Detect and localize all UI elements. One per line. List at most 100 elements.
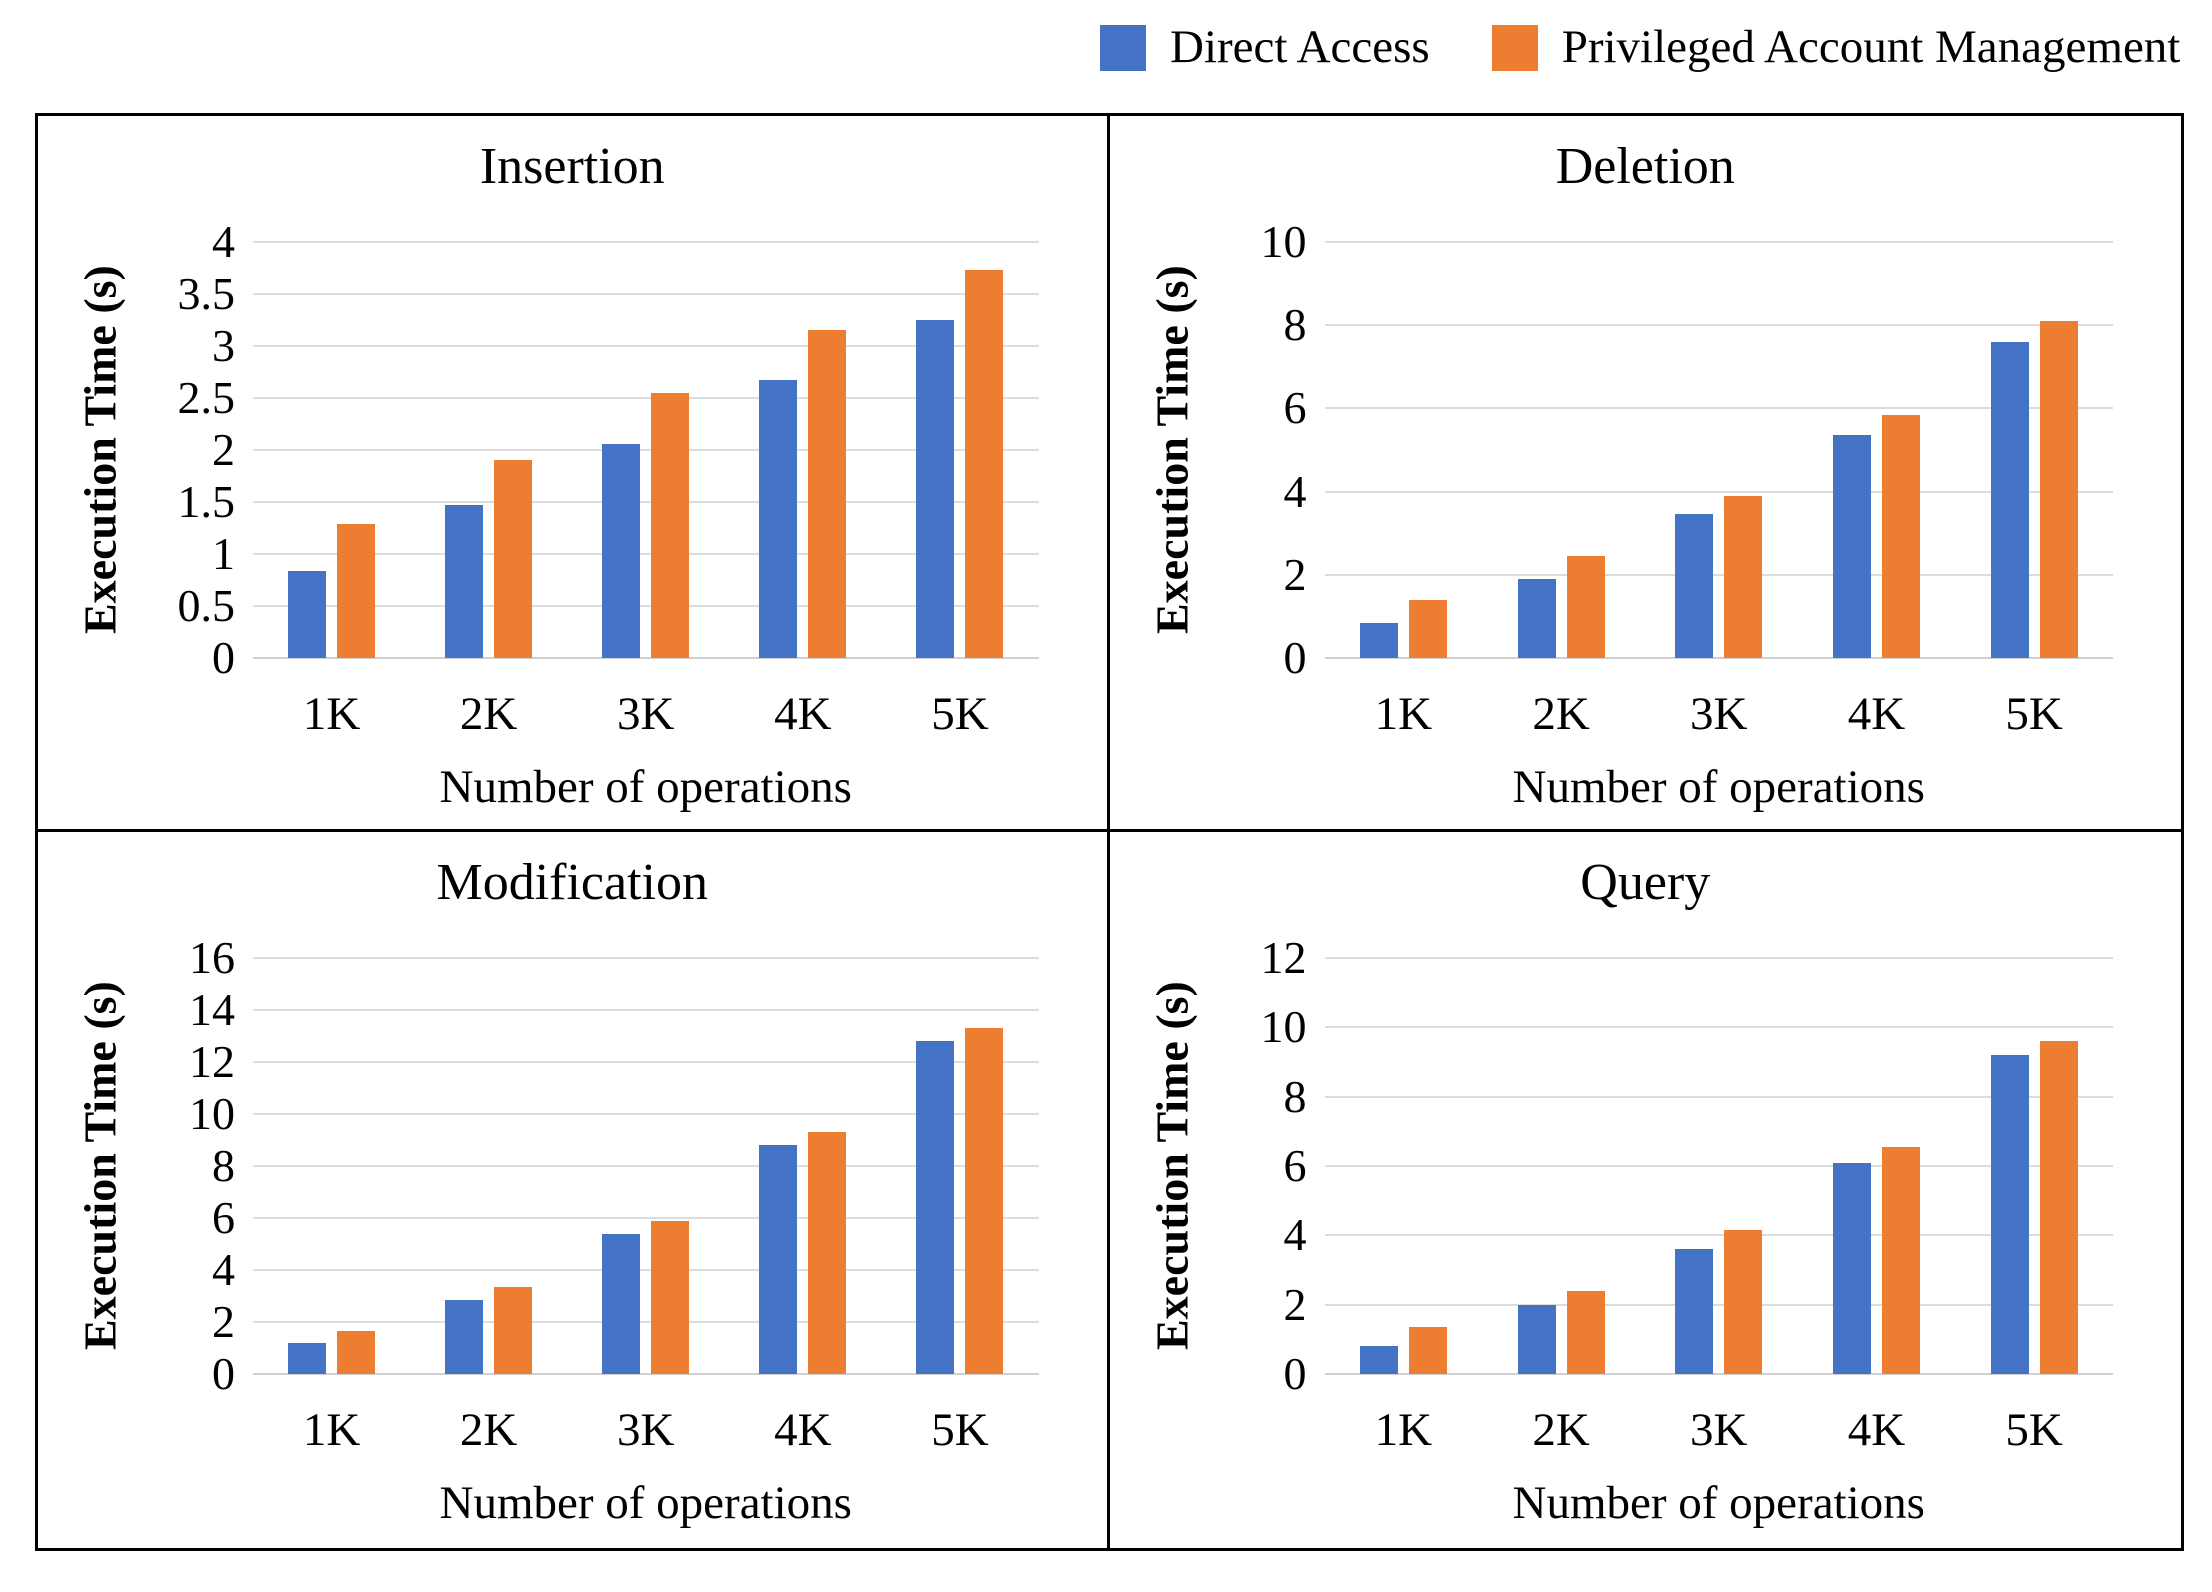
chart-cell-modification: Modification Execution Time (s) 16 14 12 10 8 6…	[38, 832, 1110, 1548]
gridline	[253, 1113, 1039, 1115]
bar-direct-access-4k	[1832, 1162, 1871, 1374]
gridline	[253, 657, 1039, 659]
bar-group-2k	[1482, 242, 1640, 658]
gridline	[253, 1269, 1039, 1271]
y-tick-label: 2	[1283, 548, 1307, 600]
plot-area	[253, 957, 1039, 1375]
bar-direct-access-5k	[916, 1041, 955, 1374]
bar-group-4k	[724, 958, 881, 1374]
gridline	[1324, 1026, 2113, 1029]
gridline	[1324, 957, 2113, 959]
y-tick-label: 4	[212, 216, 235, 267]
y-tick-label: 6	[1283, 382, 1307, 434]
gridline	[1324, 490, 2113, 493]
bar-privileged-account-management-4k	[808, 1132, 847, 1374]
bar-group-5k	[881, 242, 1038, 658]
y-tick-label: 6	[212, 1192, 235, 1243]
bar-privileged-account-management-5k	[2039, 321, 2078, 658]
x-tick-label-2k: 2K	[459, 688, 518, 740]
gridline	[1324, 1165, 2113, 1167]
y-tick-label: 8	[1283, 299, 1307, 351]
x-tick-label-3k: 3K	[1690, 688, 1748, 740]
y-tick-label: 10	[189, 1088, 235, 1139]
bar-direct-access-2k	[445, 505, 484, 658]
y-tick-label: 10	[1260, 1001, 1307, 1053]
gridline	[1324, 407, 2113, 410]
y-tick-label: 16	[189, 932, 235, 983]
y-tick-label: 8	[1283, 1070, 1307, 1122]
bar-privileged-account-management-3k	[1724, 495, 1763, 658]
legend-label-direct-access: Direct Access	[1170, 21, 1430, 73]
y-tick-label: 0	[1283, 632, 1307, 683]
x-tick-label-1k: 1K	[1374, 688, 1433, 740]
y-tick-label: 3.5	[177, 268, 236, 319]
chart-title-modification: Modification	[436, 854, 708, 911]
bar-direct-access-3k	[602, 443, 641, 658]
y-tick-label: 1.5	[177, 476, 236, 527]
plot-area	[1324, 241, 2113, 659]
gridline	[253, 449, 1039, 451]
bar-direct-access-2k	[1517, 1304, 1556, 1374]
bar-direct-access-5k	[916, 320, 955, 658]
bar-group-4k	[1798, 242, 1956, 658]
bar-privileged-account-management-3k	[651, 1220, 690, 1374]
gridline	[253, 957, 1039, 959]
y-axis-label: Execution Time (s)	[1146, 981, 1197, 1351]
bar-privileged-account-management-3k	[651, 392, 690, 658]
gridline	[1324, 1373, 2113, 1375]
bar-group-3k	[1640, 242, 1798, 658]
bar-group-4k	[724, 242, 881, 658]
y-tick-label: 6	[1283, 1140, 1307, 1191]
bar-group-3k	[567, 958, 724, 1374]
gridline	[253, 397, 1039, 399]
x-tick-label-1k: 1K	[302, 688, 361, 740]
gridline	[1324, 1095, 2113, 1098]
bar-direct-access-3k	[1675, 514, 1714, 658]
x-tick-label-3k: 3K	[617, 688, 675, 740]
y-tick-label: 2	[212, 1296, 235, 1347]
bar-group-3k	[567, 242, 724, 658]
y-tick-label: 4	[1283, 1209, 1307, 1261]
chart-cell-insertion: Insertion Execution Time (s) 4 3.5 3 2.5 2 1.5 1…	[38, 116, 1110, 832]
y-tick-label: 10	[1260, 216, 1307, 267]
gridline	[1324, 1303, 2113, 1306]
y-tick-label: 2.5	[177, 372, 236, 423]
bar-group-3k	[1640, 958, 1798, 1374]
gridline	[253, 1321, 1039, 1323]
x-tick-label-4k: 4K	[774, 688, 832, 740]
legend-item-privileged-account-management: Privileged Account Management	[1491, 24, 2180, 71]
bar-direct-access-3k	[602, 1233, 641, 1374]
gridline	[253, 605, 1039, 607]
charts-grid: Insertion Execution Time (s) 4 3.5 3 2.5 2 1.5 1…	[35, 113, 2184, 1551]
chart-title-query: Query	[1580, 854, 1711, 911]
y-tick-label: 12	[189, 1036, 235, 1087]
bar-privileged-account-management-1k	[337, 1331, 376, 1374]
chart-title-insertion: Insertion	[479, 138, 665, 195]
x-tick-label-2k: 2K	[1532, 1404, 1590, 1456]
bar-group-4k	[1798, 958, 1956, 1374]
y-tick-label: 0	[1283, 1348, 1307, 1399]
gridline	[1324, 657, 2113, 659]
plot-area	[253, 241, 1039, 659]
y-tick-label: 2	[212, 424, 235, 475]
x-tick-label-2k: 2K	[1532, 688, 1590, 740]
chart-cell-query: Query Execution Time (s) 12 10 8 6 4 2 0 1K 2K 3K 4K…	[1109, 832, 2181, 1548]
bar-group-2k	[410, 958, 567, 1374]
bar-privileged-account-management-3k	[1724, 1230, 1763, 1374]
x-tick-label-5k: 5K	[931, 1404, 989, 1456]
bar-direct-access-2k	[1517, 578, 1556, 658]
bar-privileged-account-management-5k	[2039, 1041, 2078, 1374]
y-tick-label: 2	[1283, 1278, 1307, 1330]
bar-group-1k	[1325, 958, 1483, 1374]
bar-group-5k	[881, 958, 1038, 1374]
bar-direct-access-5k	[1990, 341, 2029, 658]
gridline	[253, 345, 1039, 347]
legend-item-direct-access: Direct Access	[1100, 24, 1430, 71]
bar-privileged-account-management-4k	[1881, 414, 1920, 658]
gridline	[253, 501, 1039, 503]
y-tick-label: 14	[189, 984, 235, 1035]
x-tick-label-4k: 4K	[774, 1404, 832, 1456]
x-axis-ticks: 1K 2K 3K 4K 5K	[253, 691, 1039, 741]
x-axis-ticks: 1K 2K 3K 4K 5K	[1325, 691, 2114, 741]
x-tick-label-5k: 5K	[2005, 688, 2063, 740]
